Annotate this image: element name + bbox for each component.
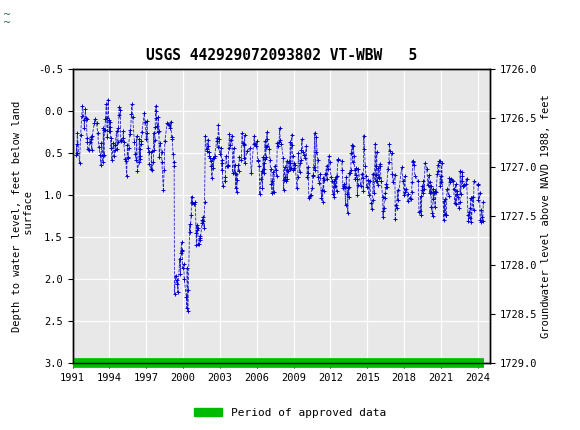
Y-axis label: Depth to water level, feet below land
 surface: Depth to water level, feet below land su… — [12, 101, 34, 332]
Legend: Period of approved data: Period of approved data — [190, 403, 390, 422]
Y-axis label: Groundwater level above NAVD 1988, feet: Groundwater level above NAVD 1988, feet — [542, 94, 552, 338]
Bar — [3, 3, 72, 39]
Title: USGS 442929072093802 VT-WBW   5: USGS 442929072093802 VT-WBW 5 — [146, 49, 417, 64]
Text: ~
~: ~ ~ — [3, 10, 11, 28]
Text: USGS: USGS — [38, 12, 81, 30]
